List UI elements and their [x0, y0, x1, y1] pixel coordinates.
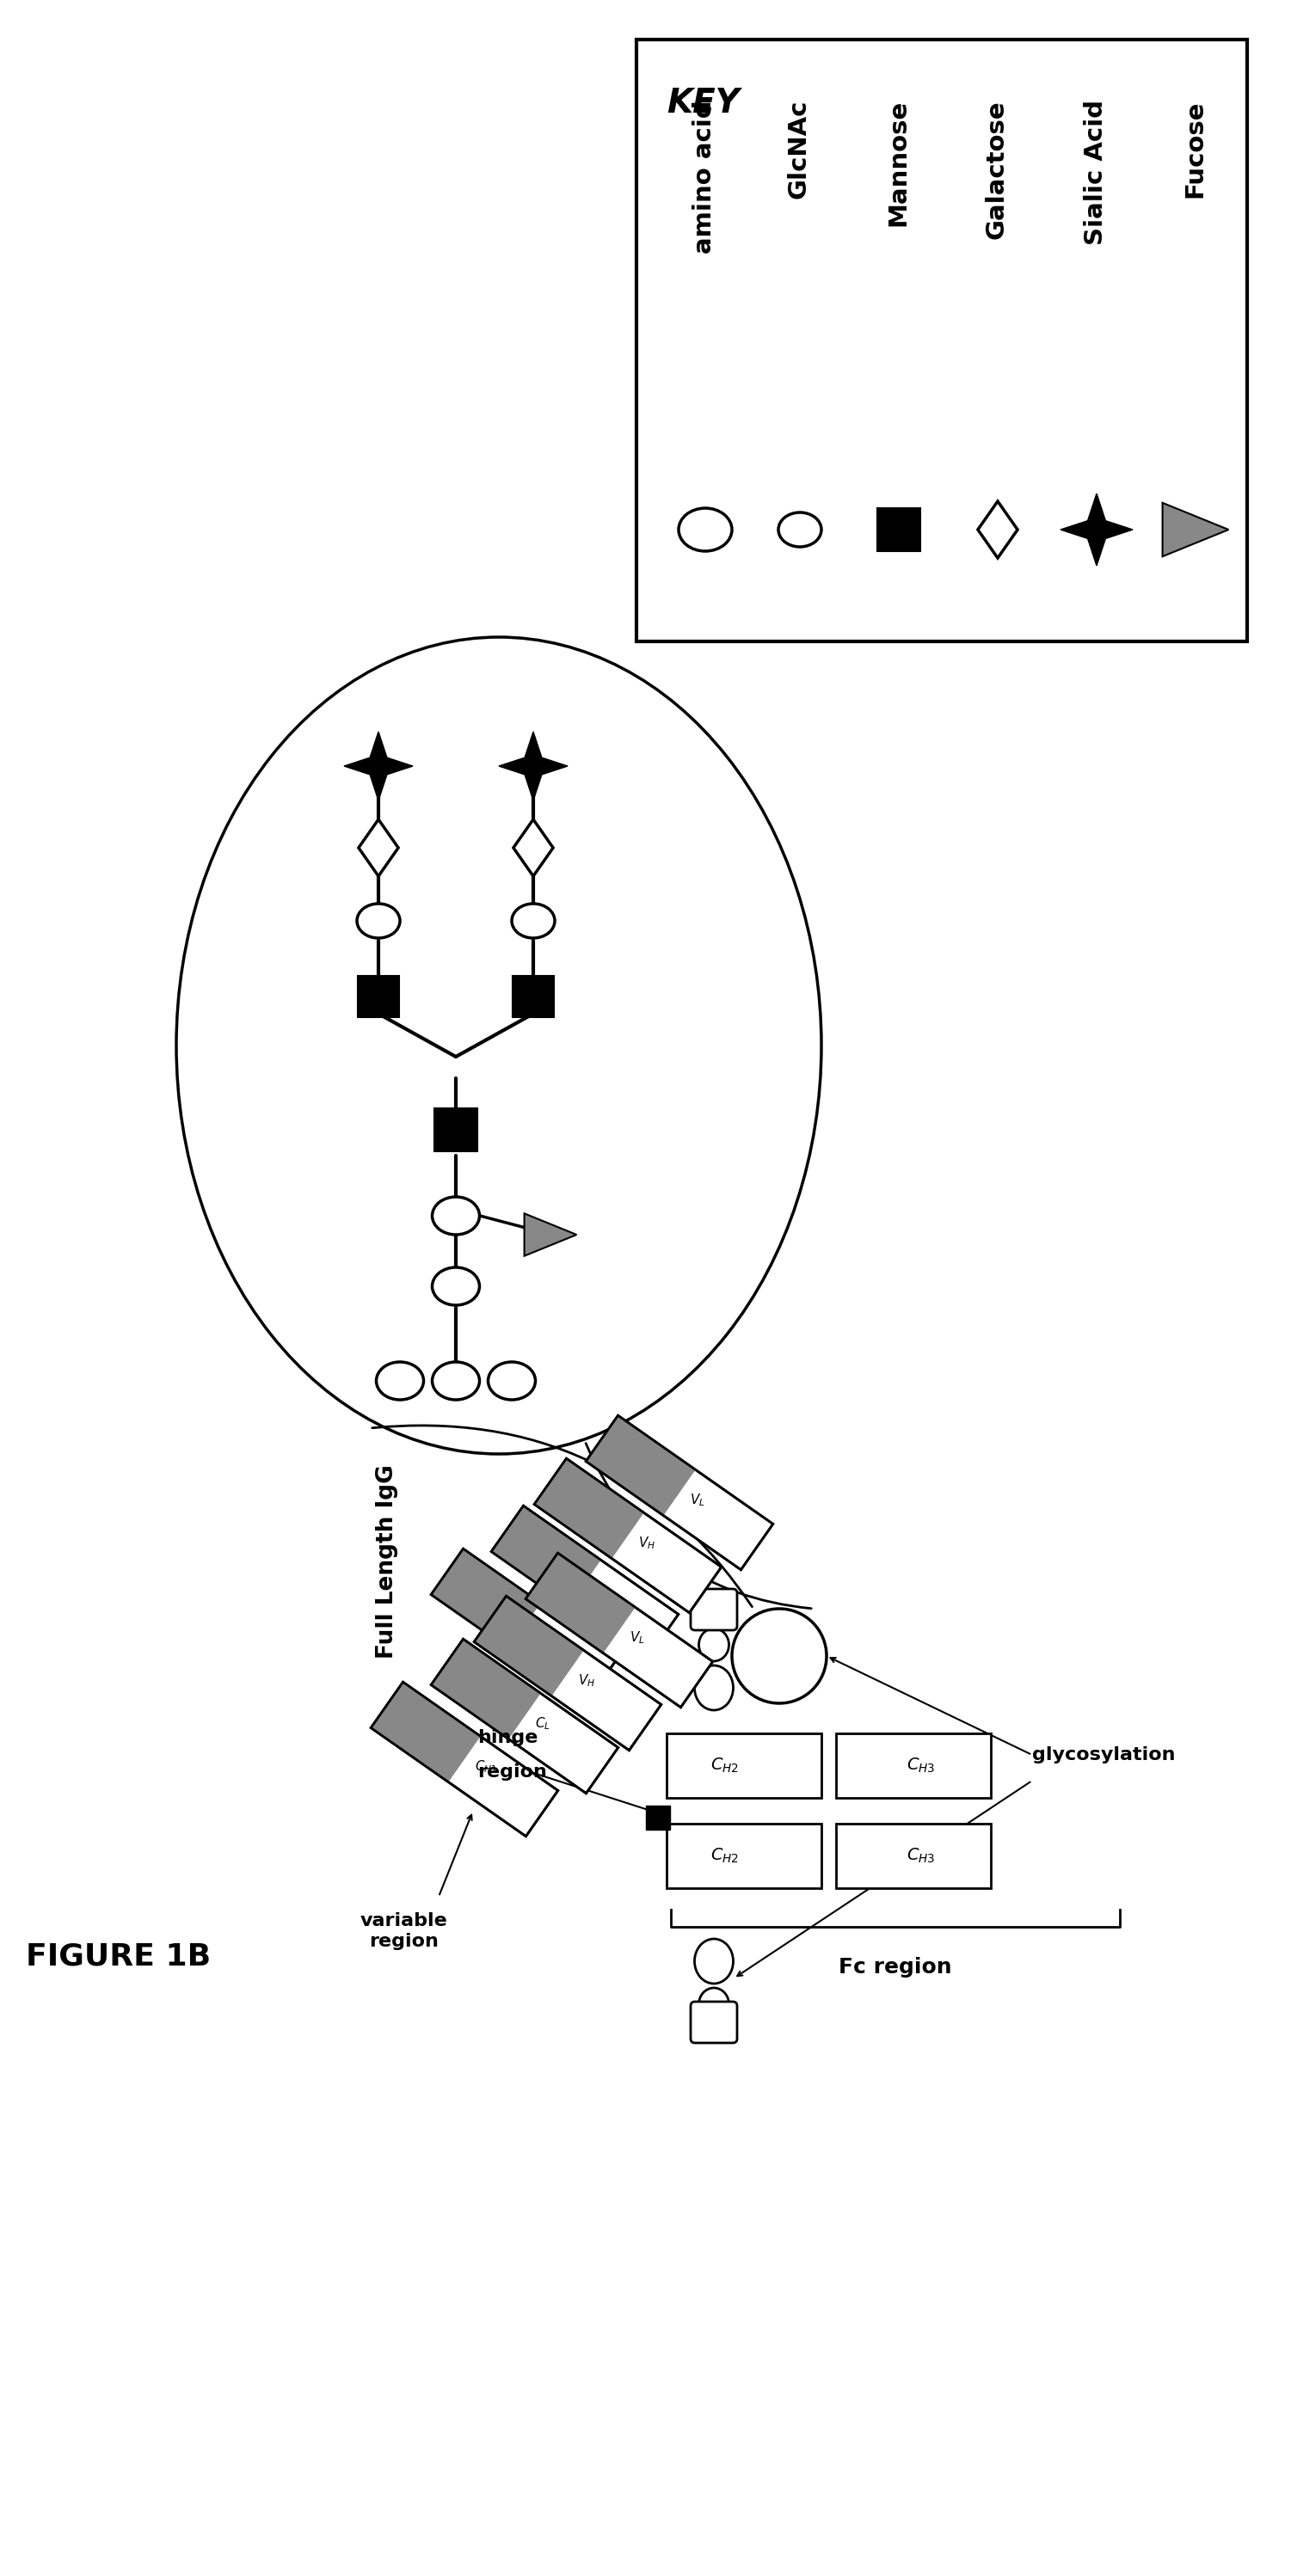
FancyBboxPatch shape [371, 1682, 480, 1783]
Bar [513, 976, 554, 1018]
Ellipse shape [732, 1607, 826, 1703]
Polygon shape [977, 502, 1017, 559]
Text: $C_L$: $C_L$ [536, 1716, 551, 1731]
FancyBboxPatch shape [691, 1589, 737, 1631]
Ellipse shape [511, 904, 555, 938]
Text: $C_{H2}$: $C_{H2}$ [711, 1757, 740, 1775]
Ellipse shape [778, 513, 821, 546]
Ellipse shape [432, 1198, 479, 1234]
Text: Fucose: Fucose [1183, 100, 1207, 198]
Text: Galactose: Galactose [985, 100, 1008, 240]
Ellipse shape [698, 1989, 729, 2020]
FancyBboxPatch shape [492, 1507, 600, 1605]
FancyBboxPatch shape [534, 1458, 644, 1558]
Polygon shape [343, 732, 413, 801]
FancyBboxPatch shape [431, 1638, 541, 1739]
FancyBboxPatch shape [586, 1414, 696, 1515]
Text: Fc region: Fc region [839, 1958, 951, 1978]
FancyBboxPatch shape [474, 1597, 661, 1749]
FancyBboxPatch shape [636, 39, 1247, 641]
FancyBboxPatch shape [666, 1824, 821, 1888]
Text: $C_{H1}$: $C_{H1}$ [536, 1625, 558, 1641]
Text: $V_H$: $V_H$ [639, 1535, 656, 1551]
FancyBboxPatch shape [371, 1682, 558, 1837]
FancyBboxPatch shape [666, 1734, 821, 1798]
FancyBboxPatch shape [525, 1553, 713, 1708]
Ellipse shape [679, 507, 732, 551]
Text: $C_{H2}$: $C_{H2}$ [711, 1847, 740, 1865]
FancyBboxPatch shape [525, 1553, 635, 1654]
Text: $V_H$: $V_H$ [578, 1672, 595, 1690]
Text: KEY: KEY [666, 88, 740, 118]
Ellipse shape [695, 1940, 733, 1984]
FancyBboxPatch shape [431, 1638, 618, 1793]
Polygon shape [1060, 495, 1132, 567]
Text: Mannose: Mannose [886, 100, 910, 227]
Text: FIGURE 1B: FIGURE 1B [26, 1942, 210, 1971]
FancyBboxPatch shape [431, 1548, 618, 1703]
Ellipse shape [177, 636, 821, 1453]
Text: $C_L$: $C_L$ [595, 1582, 611, 1597]
Text: hinge: hinge [478, 1728, 538, 1747]
FancyBboxPatch shape [431, 1548, 541, 1649]
FancyBboxPatch shape [534, 1458, 722, 1613]
FancyBboxPatch shape [691, 2002, 737, 2043]
FancyBboxPatch shape [837, 1734, 990, 1798]
Polygon shape [1162, 502, 1229, 556]
Text: region: region [478, 1765, 547, 1780]
Text: glycosylation: glycosylation [1032, 1747, 1175, 1765]
Ellipse shape [356, 904, 400, 938]
FancyBboxPatch shape [474, 1597, 584, 1695]
Ellipse shape [488, 1363, 536, 1399]
Text: $C_{H3}$: $C_{H3}$ [906, 1847, 936, 1865]
FancyBboxPatch shape [492, 1507, 678, 1659]
Bar [434, 1108, 478, 1151]
Text: Sialic Acid: Sialic Acid [1083, 100, 1108, 245]
Text: $C_{H1}$: $C_{H1}$ [475, 1759, 498, 1775]
Ellipse shape [376, 1363, 423, 1399]
Text: variable
region: variable region [360, 1911, 448, 1950]
Bar [646, 1806, 670, 1829]
Ellipse shape [695, 1667, 733, 1710]
Text: $V_L$: $V_L$ [630, 1631, 646, 1646]
Text: GlcNAc: GlcNAc [788, 100, 811, 198]
Text: amino acid: amino acid [692, 100, 717, 252]
Polygon shape [498, 732, 568, 801]
Text: $C_{H3}$: $C_{H3}$ [906, 1757, 936, 1775]
Text: Full Length IgG: Full Length IgG [376, 1463, 398, 1659]
Ellipse shape [432, 1267, 479, 1306]
Text: $V_L$: $V_L$ [691, 1492, 705, 1507]
Polygon shape [359, 819, 399, 876]
Bar [878, 507, 920, 551]
Ellipse shape [698, 1628, 729, 1662]
Bar [358, 976, 399, 1018]
Polygon shape [524, 1213, 577, 1257]
Ellipse shape [432, 1363, 479, 1399]
FancyBboxPatch shape [586, 1414, 773, 1569]
FancyBboxPatch shape [837, 1824, 990, 1888]
Polygon shape [514, 819, 553, 876]
